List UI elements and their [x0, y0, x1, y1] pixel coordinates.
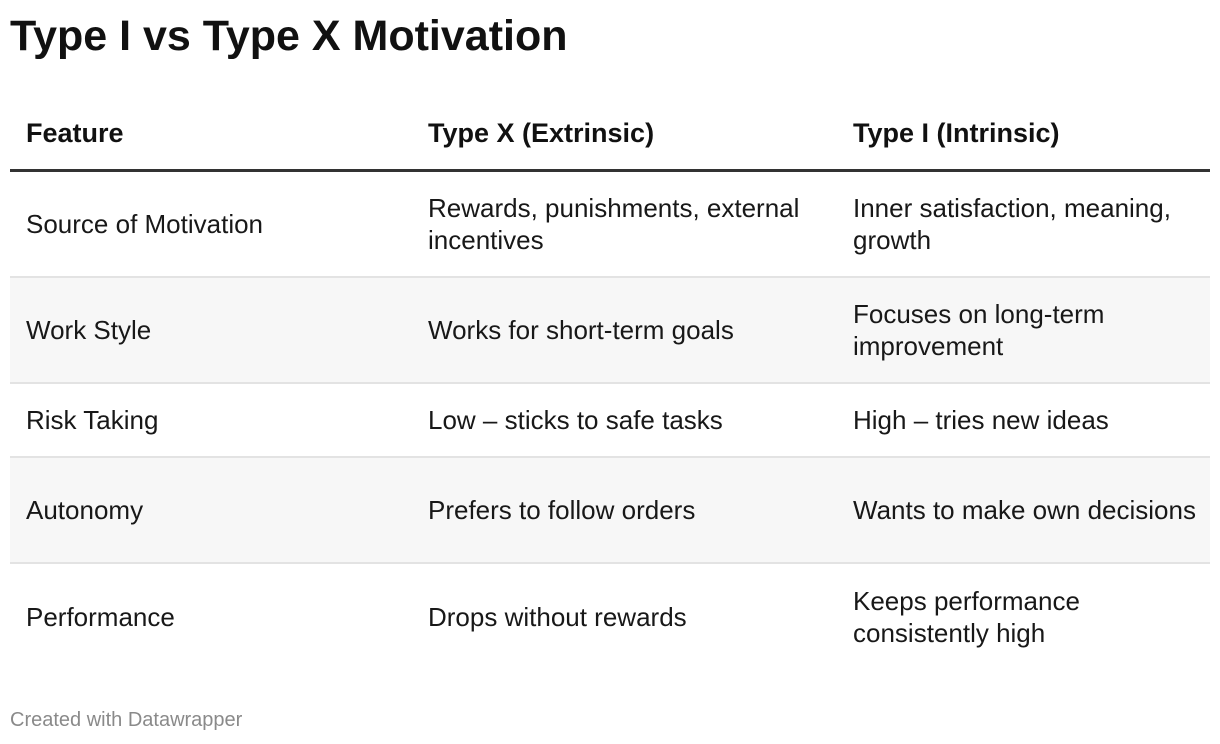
row-type-i-cell: Inner satisfaction, meaning, growth [853, 193, 1171, 255]
row-feature-cell: Work Style [26, 315, 152, 345]
chart-title: Type I vs Type X Motivation [10, 12, 568, 60]
table-row: Performance Drops without rewards Keeps … [10, 564, 1210, 670]
column-header-type-i: Type I (Intrinsic) [853, 117, 1060, 148]
row-type-x-cell: Drops without rewards [428, 602, 687, 632]
column-header-type-x: Type X (Extrinsic) [428, 117, 655, 148]
row-type-i-cell: Focuses on long-term improvement [853, 299, 1105, 361]
attribution-footer: Created with Datawrapper [10, 709, 243, 731]
row-type-x-cell: Prefers to follow orders [428, 495, 696, 525]
table-row: Risk Taking Low – sticks to safe tasks H… [10, 384, 1210, 458]
row-type-x-cell: Low – sticks to safe tasks [428, 405, 723, 435]
row-type-x-cell: Rewards, punishments, external incentive… [428, 193, 800, 255]
row-type-i-cell: High – tries new ideas [853, 405, 1109, 435]
comparison-table: Feature Type X (Extrinsic) Type I (Intri… [10, 96, 1210, 670]
table-row: Source of Motivation Rewards, punishment… [10, 172, 1210, 278]
row-type-i-cell: Wants to make own decisions [853, 495, 1196, 525]
row-feature-cell: Autonomy [26, 495, 144, 525]
row-feature-cell: Risk Taking [26, 405, 159, 435]
row-type-i-cell: Keeps performance consistently high [853, 586, 1080, 648]
row-feature-cell: Performance [26, 602, 175, 632]
table-header-row: Feature Type X (Extrinsic) Type I (Intri… [10, 96, 1210, 172]
column-header-feature: Feature [26, 117, 124, 148]
row-feature-cell: Source of Motivation [26, 209, 264, 239]
row-type-x-cell: Works for short-term goals [428, 315, 734, 345]
table-row: Autonomy Prefers to follow orders Wants … [10, 458, 1210, 564]
table-row: Work Style Works for short-term goals Fo… [10, 278, 1210, 384]
